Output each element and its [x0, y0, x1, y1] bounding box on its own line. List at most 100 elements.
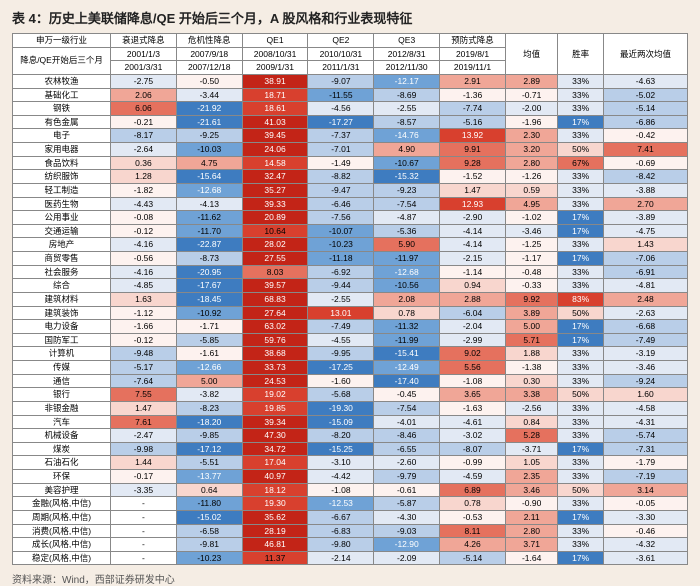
data-cell: -6.83: [308, 524, 374, 538]
avg-cell: 9.92: [505, 292, 558, 306]
data-cell: -8.23: [176, 401, 242, 415]
data-cell: -: [111, 538, 177, 552]
win-cell: 17%: [558, 252, 604, 266]
data-cell: -7.49: [308, 320, 374, 334]
table-row: 医药生物-4.43-4.1339.33-6.46-7.5412.934.9533…: [13, 197, 688, 211]
row-label: 机械设备: [13, 429, 111, 443]
data-cell: -1.52: [440, 170, 506, 184]
last-cell: -3.30: [603, 510, 687, 524]
data-cell: -0.45: [374, 388, 440, 402]
avg-cell: 3.38: [505, 388, 558, 402]
data-cell: -3.44: [176, 88, 242, 102]
table-row: 环保-0.17-13.7740.97-4.42-9.79-4.592.3533%…: [13, 470, 688, 484]
last-cell: -4.58: [603, 401, 687, 415]
data-cell: -17.12: [176, 442, 242, 456]
last-cell: -2.63: [603, 306, 687, 320]
win-cell: 33%: [558, 470, 604, 484]
data-cell: 18.12: [242, 483, 308, 497]
data-cell: -7.37: [308, 129, 374, 143]
data-cell: -19.30: [308, 401, 374, 415]
data-cell: -1.36: [440, 88, 506, 102]
row-label: 非银金融: [13, 401, 111, 415]
data-cell: 0.78: [374, 306, 440, 320]
data-cell: -4.14: [440, 238, 506, 252]
row-label: 房地产: [13, 238, 111, 252]
table-row: 交通运输-0.12-11.7010.64-10.07-5.36-4.14-3.4…: [13, 224, 688, 238]
data-cell: -9.85: [176, 429, 242, 443]
data-cell: 4.90: [374, 143, 440, 157]
row-label: 成长(风格,中信): [13, 538, 111, 552]
data-cell: -0.17: [111, 470, 177, 484]
hdr-d3b: 2011/1/31: [308, 61, 374, 75]
data-cell: -1.08: [440, 374, 506, 388]
data-cell: 27.55: [242, 252, 308, 266]
data-cell: -6.58: [176, 524, 242, 538]
table-row: 家用电器-2.64-10.0324.06-7.014.909.913.2050%…: [13, 143, 688, 157]
avg-cell: 0.59: [505, 183, 558, 197]
table-row: 公用事业-0.08-11.6220.89-7.56-4.87-2.90-1.02…: [13, 211, 688, 225]
last-cell: -3.89: [603, 211, 687, 225]
data-cell: -11.62: [176, 211, 242, 225]
data-cell: 39.45: [242, 129, 308, 143]
last-cell: 1.43: [603, 238, 687, 252]
data-cell: -4.42: [308, 470, 374, 484]
data-cell: 0.78: [440, 497, 506, 511]
data-cell: -18.45: [176, 292, 242, 306]
table-row: 食品饮料0.364.7514.58-1.49-10.679.282.8067%-…: [13, 156, 688, 170]
data-cell: -9.23: [374, 183, 440, 197]
avg-cell: -1.38: [505, 361, 558, 375]
last-cell: -5.74: [603, 429, 687, 443]
data-cell: 5.90: [374, 238, 440, 252]
avg-cell: -1.96: [505, 115, 558, 129]
table-body: 农林牧渔-2.75-0.5038.91-9.07-12.172.912.8933…: [13, 74, 688, 565]
data-cell: 12.93: [440, 197, 506, 211]
data-cell: -4.87: [374, 211, 440, 225]
table-row: 周期(风格,中信)--15.0235.62-6.67-4.30-0.532.11…: [13, 510, 688, 524]
data-cell: -2.55: [308, 292, 374, 306]
data-cell: 1.44: [111, 456, 177, 470]
last-cell: -6.68: [603, 320, 687, 334]
data-cell: 17.04: [242, 456, 308, 470]
win-cell: 33%: [558, 456, 604, 470]
data-cell: -2.04: [440, 320, 506, 334]
table-row: 消费(风格,中信)--6.5828.19-6.83-9.038.112.8033…: [13, 524, 688, 538]
hdr-p5: 预防式降息: [440, 34, 506, 48]
last-cell: -1.79: [603, 456, 687, 470]
table-row: 美容护理-3.350.6418.12-1.08-0.616.893.4650%3…: [13, 483, 688, 497]
table-row: 钢铁6.06-21.9218.61-4.56-2.55-7.74-2.0033%…: [13, 102, 688, 116]
win-cell: 17%: [558, 510, 604, 524]
avg-cell: 3.71: [505, 538, 558, 552]
table-row: 基础化工2.06-3.4418.71-11.55-8.69-1.36-0.713…: [13, 88, 688, 102]
avg-cell: -0.48: [505, 265, 558, 279]
data-cell: -5.85: [176, 333, 242, 347]
data-cell: -3.35: [111, 483, 177, 497]
data-cell: -2.90: [440, 211, 506, 225]
win-cell: 33%: [558, 197, 604, 211]
data-cell: 2.88: [440, 292, 506, 306]
table-row: 房地产-4.16-22.8728.02-10.235.90-4.14-1.253…: [13, 238, 688, 252]
data-cell: -0.61: [374, 483, 440, 497]
win-cell: 33%: [558, 102, 604, 116]
data-cell: -10.67: [374, 156, 440, 170]
data-cell: -12.68: [374, 265, 440, 279]
table-row: 汽车7.61-18.2039.34-15.09-4.01-4.610.8433%…: [13, 415, 688, 429]
data-cell: -2.75: [111, 74, 177, 88]
data-cell: -8.82: [308, 170, 374, 184]
row-label: 有色金属: [13, 115, 111, 129]
data-cell: -1.61: [176, 347, 242, 361]
data-cell: -5.68: [308, 388, 374, 402]
row-label: 家用电器: [13, 143, 111, 157]
hdr-d1b: 2007/12/18: [176, 61, 242, 75]
hdr-avg: 均值: [505, 34, 558, 75]
avg-cell: -1.02: [505, 211, 558, 225]
avg-cell: -0.33: [505, 279, 558, 293]
avg-cell: 5.28: [505, 429, 558, 443]
win-cell: 33%: [558, 429, 604, 443]
data-cell: -1.71: [176, 320, 242, 334]
last-cell: -6.86: [603, 115, 687, 129]
data-cell: 35.27: [242, 183, 308, 197]
data-cell: -9.79: [374, 470, 440, 484]
row-label: 汽车: [13, 415, 111, 429]
data-cell: -1.60: [308, 374, 374, 388]
data-cell: -11.80: [176, 497, 242, 511]
